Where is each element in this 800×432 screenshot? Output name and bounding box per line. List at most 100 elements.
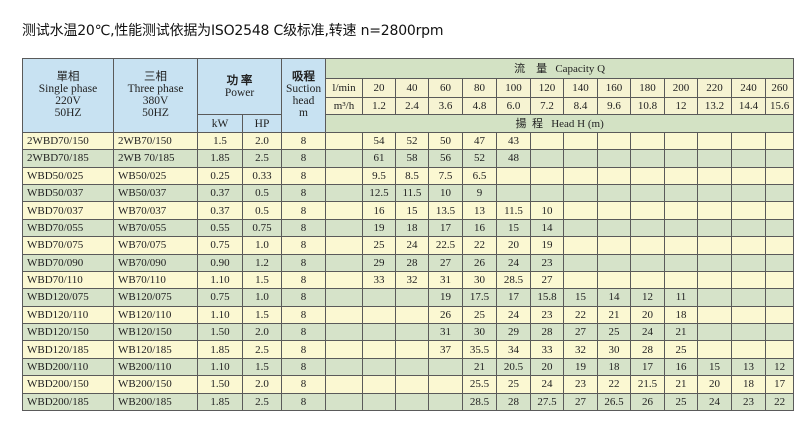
head-value: 33 xyxy=(362,270,397,290)
head-value xyxy=(731,218,767,238)
suction-head: 8 xyxy=(281,201,327,220)
head-value xyxy=(395,375,430,394)
head-value: 31 xyxy=(428,323,464,342)
suction-head: 8 xyxy=(281,305,327,325)
head-value: 12.5 xyxy=(362,183,397,203)
head-value xyxy=(597,201,632,220)
table-row: 2WBD70/150 2WB70/150 1.5 2.0 8 54 52 50 47 43 xyxy=(22,131,795,151)
head-value: 10 xyxy=(428,183,464,203)
power-hp: 2.0 xyxy=(241,323,283,342)
head-value: 34 xyxy=(496,340,532,359)
empty-cell xyxy=(325,375,364,394)
head-value xyxy=(765,236,795,255)
head-value xyxy=(395,392,430,412)
empty-cell xyxy=(325,131,364,151)
single-phase-model: WBD70/110 xyxy=(22,270,114,290)
head-value xyxy=(664,183,699,203)
empty-cell xyxy=(325,218,364,238)
table-row: WBD70/037 WB70/037 0.37 0.5 8 16 15 13.5 13 11.5 1… xyxy=(22,201,795,220)
power-kw: 1.5 xyxy=(197,131,243,151)
flow-m3h-cell: 14.4 xyxy=(731,96,767,116)
three-phase-model: WB70/055 xyxy=(113,218,198,238)
head-value xyxy=(630,253,666,272)
power-hp: 2.0 xyxy=(241,131,283,151)
head-value xyxy=(765,253,795,272)
head-value: 21.5 xyxy=(630,375,666,394)
three-phase-model: WB120/185 xyxy=(113,340,198,359)
head-value: 11.5 xyxy=(496,201,532,220)
flow-lmin-cell: 240 xyxy=(731,78,767,98)
suction-head: 8 xyxy=(281,288,327,307)
three-phase-model: WB120/110 xyxy=(113,305,198,325)
head-value xyxy=(697,201,733,220)
head-value: 56 xyxy=(428,149,464,168)
head-value xyxy=(630,201,666,220)
head-value: 28 xyxy=(630,340,666,359)
empty-cell xyxy=(325,183,364,203)
head-value: 19 xyxy=(563,357,599,377)
suction-header: 吸程 Suction head m xyxy=(281,58,327,133)
three-phase-model: WB70/075 xyxy=(113,236,198,255)
head-value xyxy=(731,288,767,307)
power-hp: 2.5 xyxy=(241,340,283,359)
head-value: 23 xyxy=(530,305,565,325)
power-hp: 2.0 xyxy=(241,375,283,394)
head-value: 25 xyxy=(664,340,699,359)
empty-cell xyxy=(325,288,364,307)
head-value xyxy=(697,131,733,151)
head-value: 15 xyxy=(563,288,599,307)
head-value xyxy=(597,166,632,185)
head-value xyxy=(731,201,767,220)
capacity-header: 流 量 Capacity Q xyxy=(325,58,795,79)
head-value xyxy=(597,131,632,151)
empty-cell xyxy=(325,236,364,255)
flow-m3h-cell: 13.2 xyxy=(697,96,733,116)
head-value xyxy=(563,149,599,168)
head-value xyxy=(630,183,666,203)
head-value xyxy=(630,131,666,151)
head-value xyxy=(597,270,632,290)
power-kw: 1.85 xyxy=(197,340,243,359)
lmin-label: l/min xyxy=(325,78,364,98)
header-line: Single phase xyxy=(38,83,98,96)
table-row: WBD120/150 WB120/150 1.50 2.0 8 31 30 29 28 27 25 2… xyxy=(22,323,795,342)
three-phase-model: WB200/150 xyxy=(113,375,198,394)
flow-m3h-cell: 7.2 xyxy=(530,96,565,116)
head-value xyxy=(395,323,430,342)
header-line: 功 率 xyxy=(226,74,253,87)
single-phase-model: WBD70/037 xyxy=(22,201,114,220)
head-value: 25 xyxy=(664,392,699,412)
single-phase-model: WBD200/185 xyxy=(22,392,114,412)
header-line: 三相 xyxy=(144,71,167,84)
head-value: 16 xyxy=(462,218,498,238)
head-value xyxy=(731,149,767,168)
head-value: 61 xyxy=(362,149,397,168)
power-hp: 1.0 xyxy=(241,236,283,255)
head-value: 14 xyxy=(530,218,565,238)
power-kw: 1.50 xyxy=(197,323,243,342)
suction-head: 8 xyxy=(281,375,327,394)
head-value xyxy=(765,218,795,238)
head-value xyxy=(765,149,795,168)
head-value xyxy=(731,270,767,290)
head-value: 15.8 xyxy=(530,288,565,307)
three-phase-model: WB120/150 xyxy=(113,323,198,342)
table-row: 2WBD70/185 2WB 70/185 1.85 2.5 8 61 58 56 52 48 xyxy=(22,149,795,168)
head-value: 9.5 xyxy=(362,166,397,185)
head-value: 17 xyxy=(428,218,464,238)
head-value: 23 xyxy=(731,392,767,412)
head-value xyxy=(630,236,666,255)
table-row: WBD120/185 WB120/185 1.85 2.5 8 37 35.5 34 33 32 3… xyxy=(22,340,795,359)
head-value: 26 xyxy=(428,305,464,325)
power-kw: 0.75 xyxy=(197,288,243,307)
head-value xyxy=(731,340,767,359)
flow-lmin-cell: 220 xyxy=(697,78,733,98)
three-phase-header: 三相 Three phase 380V 50HZ xyxy=(113,58,198,133)
single-phase-model: WBD70/090 xyxy=(22,253,114,272)
m3h-label: m³/h xyxy=(325,96,364,116)
power-kw: 0.37 xyxy=(197,201,243,220)
single-phase-model: 2WBD70/185 xyxy=(22,149,114,168)
single-phase-model: WBD70/075 xyxy=(22,236,114,255)
head-value: 6.5 xyxy=(462,166,498,185)
power-hp: 1.5 xyxy=(241,270,283,290)
